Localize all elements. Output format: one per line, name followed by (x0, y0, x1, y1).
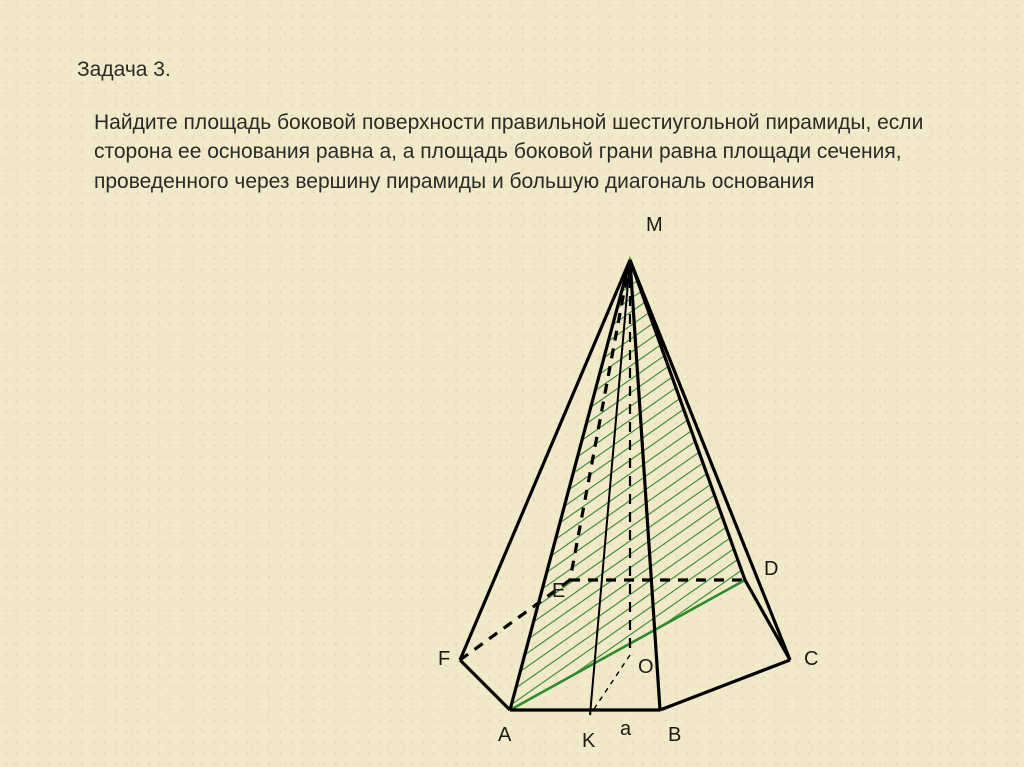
edge-FA (460, 660, 510, 710)
label-E: E (552, 580, 565, 603)
segment-OK (590, 655, 630, 715)
label-D: D (764, 558, 778, 581)
task-text: Найдите площадь боковой поверхности прав… (94, 108, 924, 196)
label-B: B (668, 724, 681, 747)
label-A: A (498, 724, 511, 747)
label-F: F (438, 648, 450, 671)
task-number: Задача 3. (77, 58, 171, 82)
edge-CD (745, 580, 790, 660)
edge-BC (660, 660, 790, 710)
label-O: O (638, 656, 654, 679)
label-K: K (582, 730, 595, 753)
pyramid-diagram: M M A B C D E F O K a (330, 240, 890, 767)
label-M: M (646, 214, 663, 237)
label-C: C (804, 648, 818, 671)
label-a: a (620, 718, 631, 741)
